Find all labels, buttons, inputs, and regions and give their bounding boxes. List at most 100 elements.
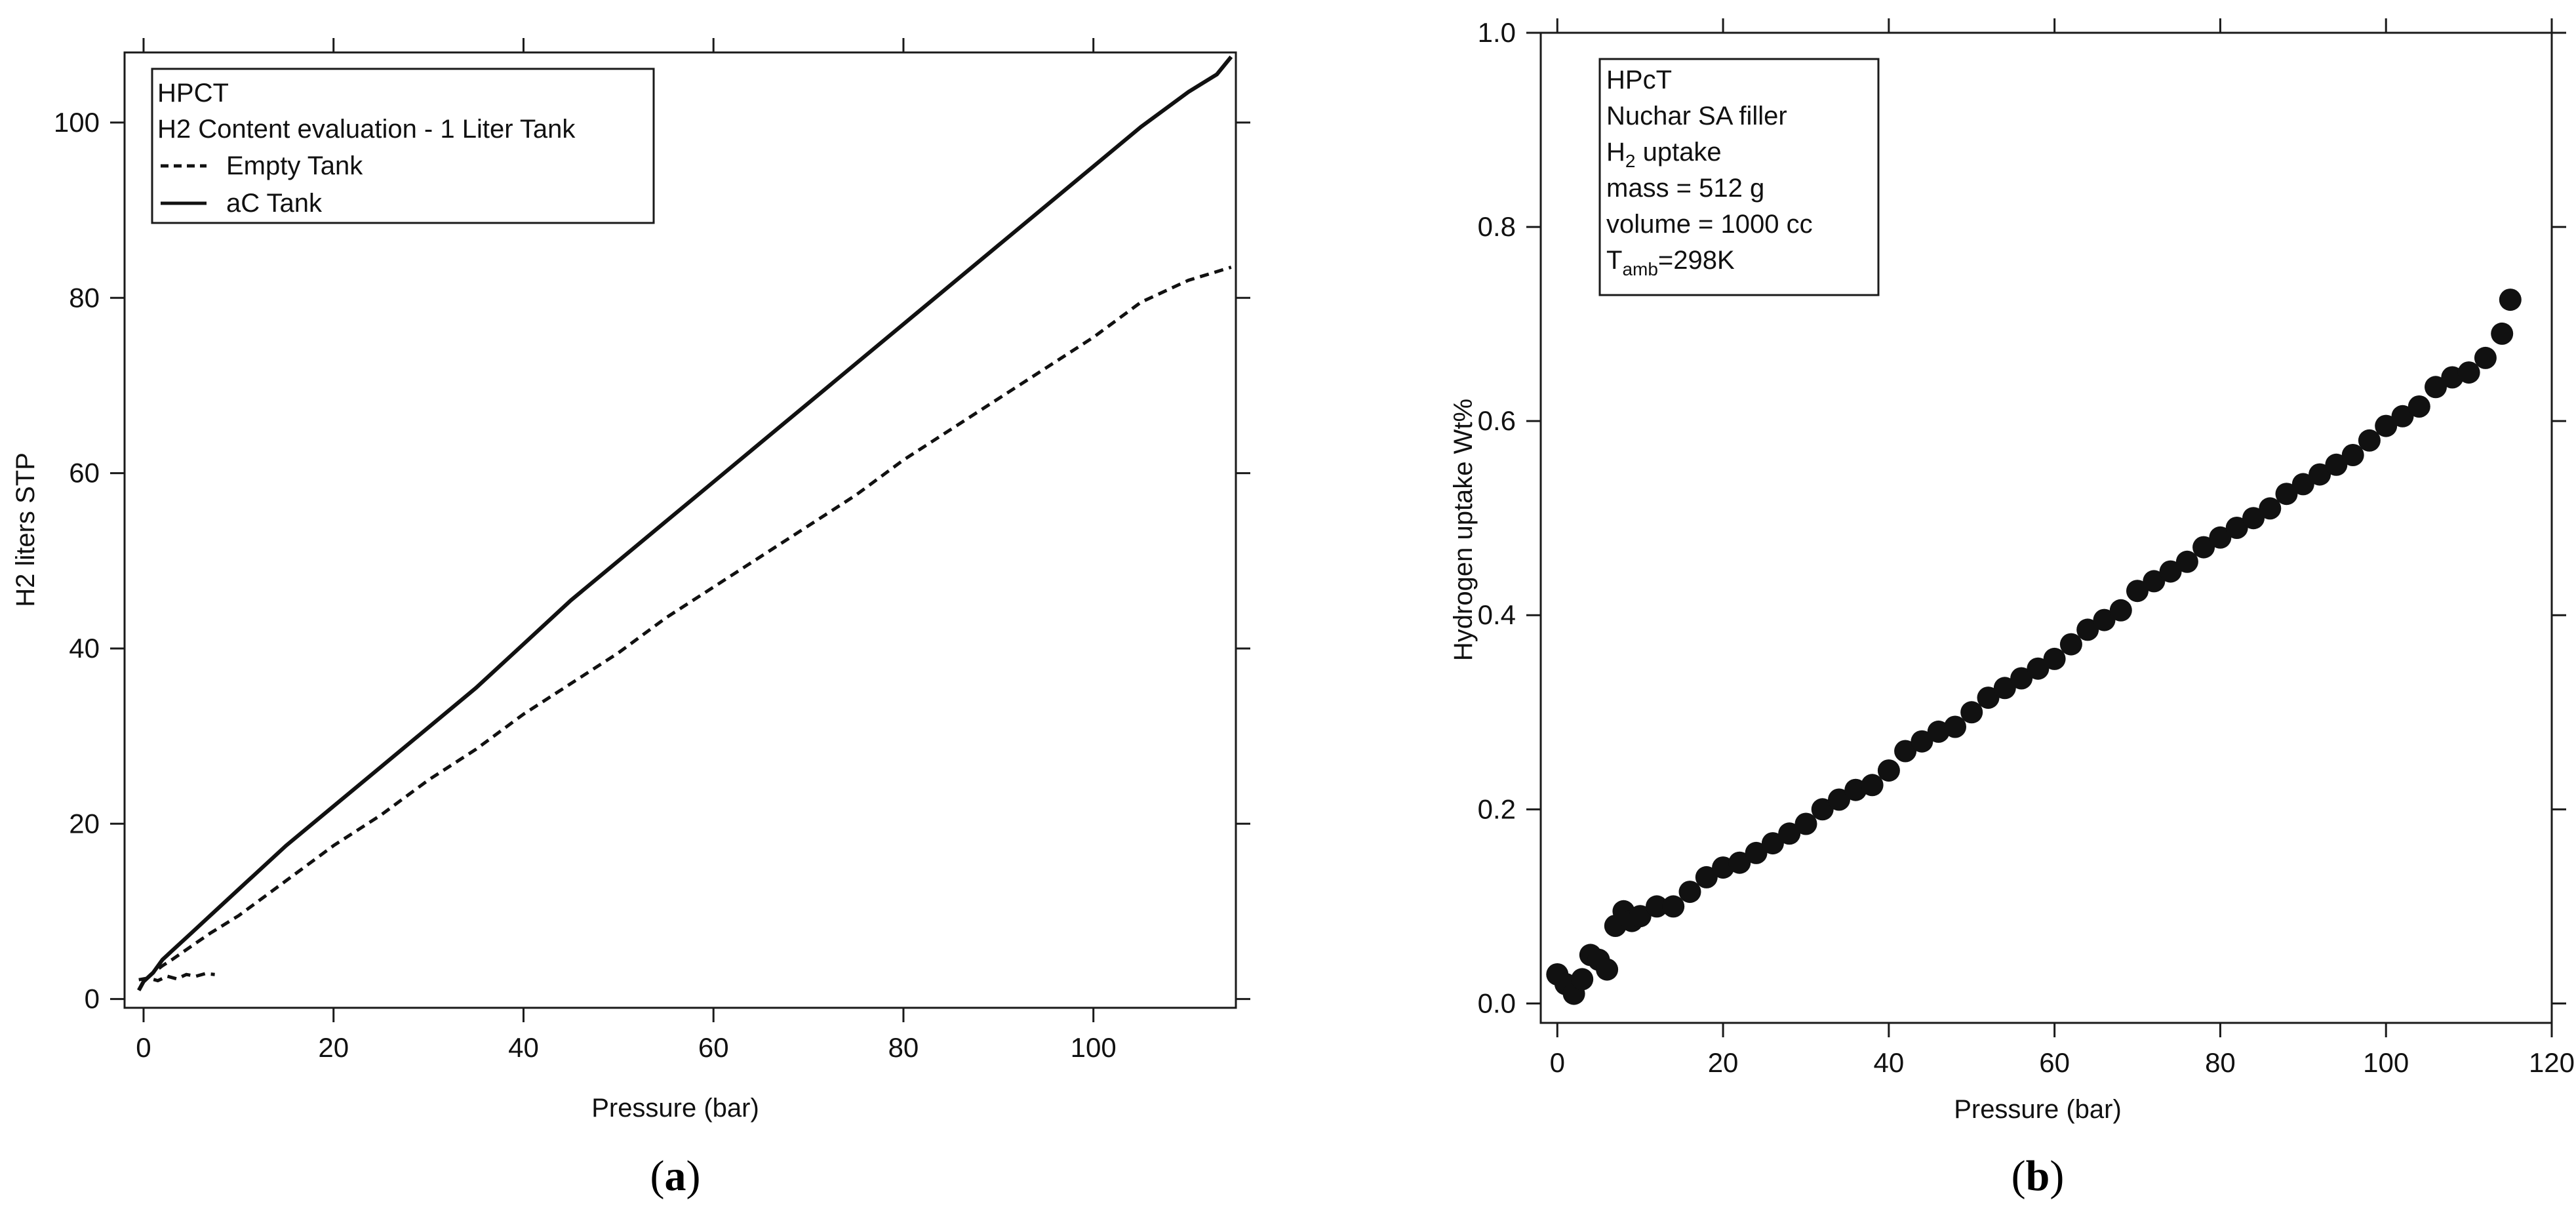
legend-b-line-0: HPcT — [1606, 66, 1672, 94]
x-axis-label-a: Pressure (bar) — [591, 1094, 759, 1123]
scatter-point — [1977, 687, 2000, 709]
scatter-point — [1911, 730, 1933, 753]
series-line-dashed — [137, 266, 1232, 991]
scatter-point — [2391, 405, 2414, 428]
scatter-point — [1695, 866, 1718, 888]
scatter-point — [1571, 968, 1594, 991]
x-tick-label: 80 — [888, 1032, 919, 1063]
y-tick-label: 20 — [69, 808, 100, 839]
scatter-point — [1944, 715, 1966, 738]
legend-b-uptake-word: uptake — [1635, 138, 1721, 167]
legend-b-line-2: H2 uptake — [1606, 138, 1722, 171]
scatter-point — [2242, 507, 2265, 530]
x-tick-label: 0 — [1550, 1047, 1565, 1078]
y-axis-label-a: H2 liters STP — [11, 452, 40, 607]
scatter-point — [1662, 895, 1685, 918]
x-tick-label: 40 — [1873, 1047, 1904, 1078]
scatter-point — [1828, 788, 1850, 811]
legend-b-line-3: mass = 512 g — [1606, 174, 1764, 203]
y-axis-label-b: Hydrogen uptake Wt% — [1449, 399, 1478, 661]
y-tick-label: 80 — [69, 282, 100, 313]
legend-b-h-symbol: H — [1606, 138, 1625, 167]
scatter-point — [2491, 322, 2514, 345]
legend-ac-tank-label: aC Tank — [226, 189, 323, 218]
scatter-point — [2408, 395, 2430, 418]
panel-label-b: (b) — [2011, 1152, 2065, 1200]
scatter-point — [2375, 414, 2398, 437]
legend-a-box — [151, 68, 655, 224]
scatter-point — [2499, 289, 2522, 311]
y-tick-label: 0.6 — [1478, 405, 1516, 436]
panel-b: 0 20 40 60 80 100 120 0.0 0.2 0.4 0.6 0.8 1.0 HPcT … — [1449, 17, 2575, 1200]
scatter-point — [2027, 657, 2050, 680]
plot-a-frame — [123, 51, 1237, 1009]
x-tick-label: 100 — [1071, 1032, 1117, 1063]
x-tick-label: 40 — [508, 1032, 539, 1063]
legend-a-line-1: H2 Content evaluation - 1 Liter Tank — [157, 115, 576, 144]
scatter-point — [2457, 361, 2480, 384]
y-tick-label: 0.2 — [1478, 793, 1516, 824]
scatter-point — [2275, 483, 2298, 506]
x-tick-label: 60 — [698, 1032, 729, 1063]
scatter-point — [1646, 895, 1668, 918]
scatter-point — [2010, 667, 2033, 690]
scatter-point — [1811, 798, 1834, 821]
scatter-point — [1794, 812, 1817, 835]
scatter-point — [2192, 536, 2215, 559]
y-tick-label: 100 — [54, 107, 100, 138]
panel-label-a-letter: a — [665, 1152, 686, 1200]
panel-a: 0 20 40 60 80 100 0 20 40 60 80 100 HPCT H2 Conten… — [11, 38, 1250, 1200]
x-tick-label: 0 — [136, 1032, 151, 1063]
scatter-point — [2225, 517, 2248, 539]
scatter-point — [2143, 570, 2166, 593]
scatter-point — [2308, 463, 2331, 486]
scatter-point — [2109, 599, 2132, 622]
y-tick-label: 60 — [69, 458, 100, 488]
y-tick-label: 0.4 — [1478, 599, 1516, 630]
scatter-point — [1877, 759, 1900, 782]
y-tick-label: 40 — [69, 633, 100, 664]
y-tick-label: 0.0 — [1478, 987, 1516, 1018]
legend-b-subscript-amb: amb — [1622, 259, 1657, 279]
panel-label-a: (a) — [650, 1152, 701, 1200]
y-tick-label: 1.0 — [1478, 17, 1516, 48]
scatter-point — [2059, 633, 2082, 656]
legend-a: HPCT H2 Content evaluation - 1 Liter Tan… — [151, 68, 655, 224]
x-tick-label: 20 — [318, 1032, 349, 1063]
x-tick-label: 120 — [2529, 1047, 2575, 1078]
x-tick-label: 60 — [2039, 1047, 2070, 1078]
series-line-solid — [137, 55, 1233, 991]
scatter-point — [2325, 453, 2348, 476]
legend-b-box — [1598, 58, 1880, 296]
legend-b-temperature: =298K — [1658, 246, 1735, 275]
legend-b-line-5: Tamb=298K — [1606, 246, 1735, 279]
scatter-point — [2076, 618, 2099, 641]
scatter-point — [1728, 851, 1751, 874]
series-line-dashed — [138, 972, 215, 983]
plot-b-frame — [1539, 31, 2553, 1024]
scatter-point — [2159, 560, 2182, 583]
scatter-point — [2175, 550, 2198, 573]
scatter-point — [2425, 376, 2447, 399]
x-tick-label: 100 — [2363, 1047, 2409, 1078]
scatter-point — [2209, 526, 2232, 549]
scatter-point — [1993, 677, 2016, 700]
scatter-point — [1745, 841, 1768, 864]
scatter-point — [1778, 822, 1801, 845]
scatter-point — [1894, 740, 1917, 763]
scatter-point — [2291, 473, 2314, 496]
y-tick-label: 0.8 — [1478, 211, 1516, 242]
scatter-point — [2259, 497, 2282, 520]
legend-a-line-0: HPCT — [157, 79, 229, 108]
scatter-point — [2043, 647, 2066, 670]
legend-b-t-symbol: T — [1606, 246, 1622, 275]
panel-label-b-letter: b — [2026, 1152, 2050, 1200]
x-tick-label: 80 — [2205, 1047, 2236, 1078]
scatter-point — [1960, 701, 1983, 724]
y-tick-label: 0 — [85, 984, 100, 1014]
x-axis-label-b: Pressure (bar) — [1954, 1095, 2122, 1124]
scatter-point — [1761, 832, 1784, 855]
scatter-point — [1629, 905, 1652, 928]
scatter-point — [2093, 608, 2116, 631]
